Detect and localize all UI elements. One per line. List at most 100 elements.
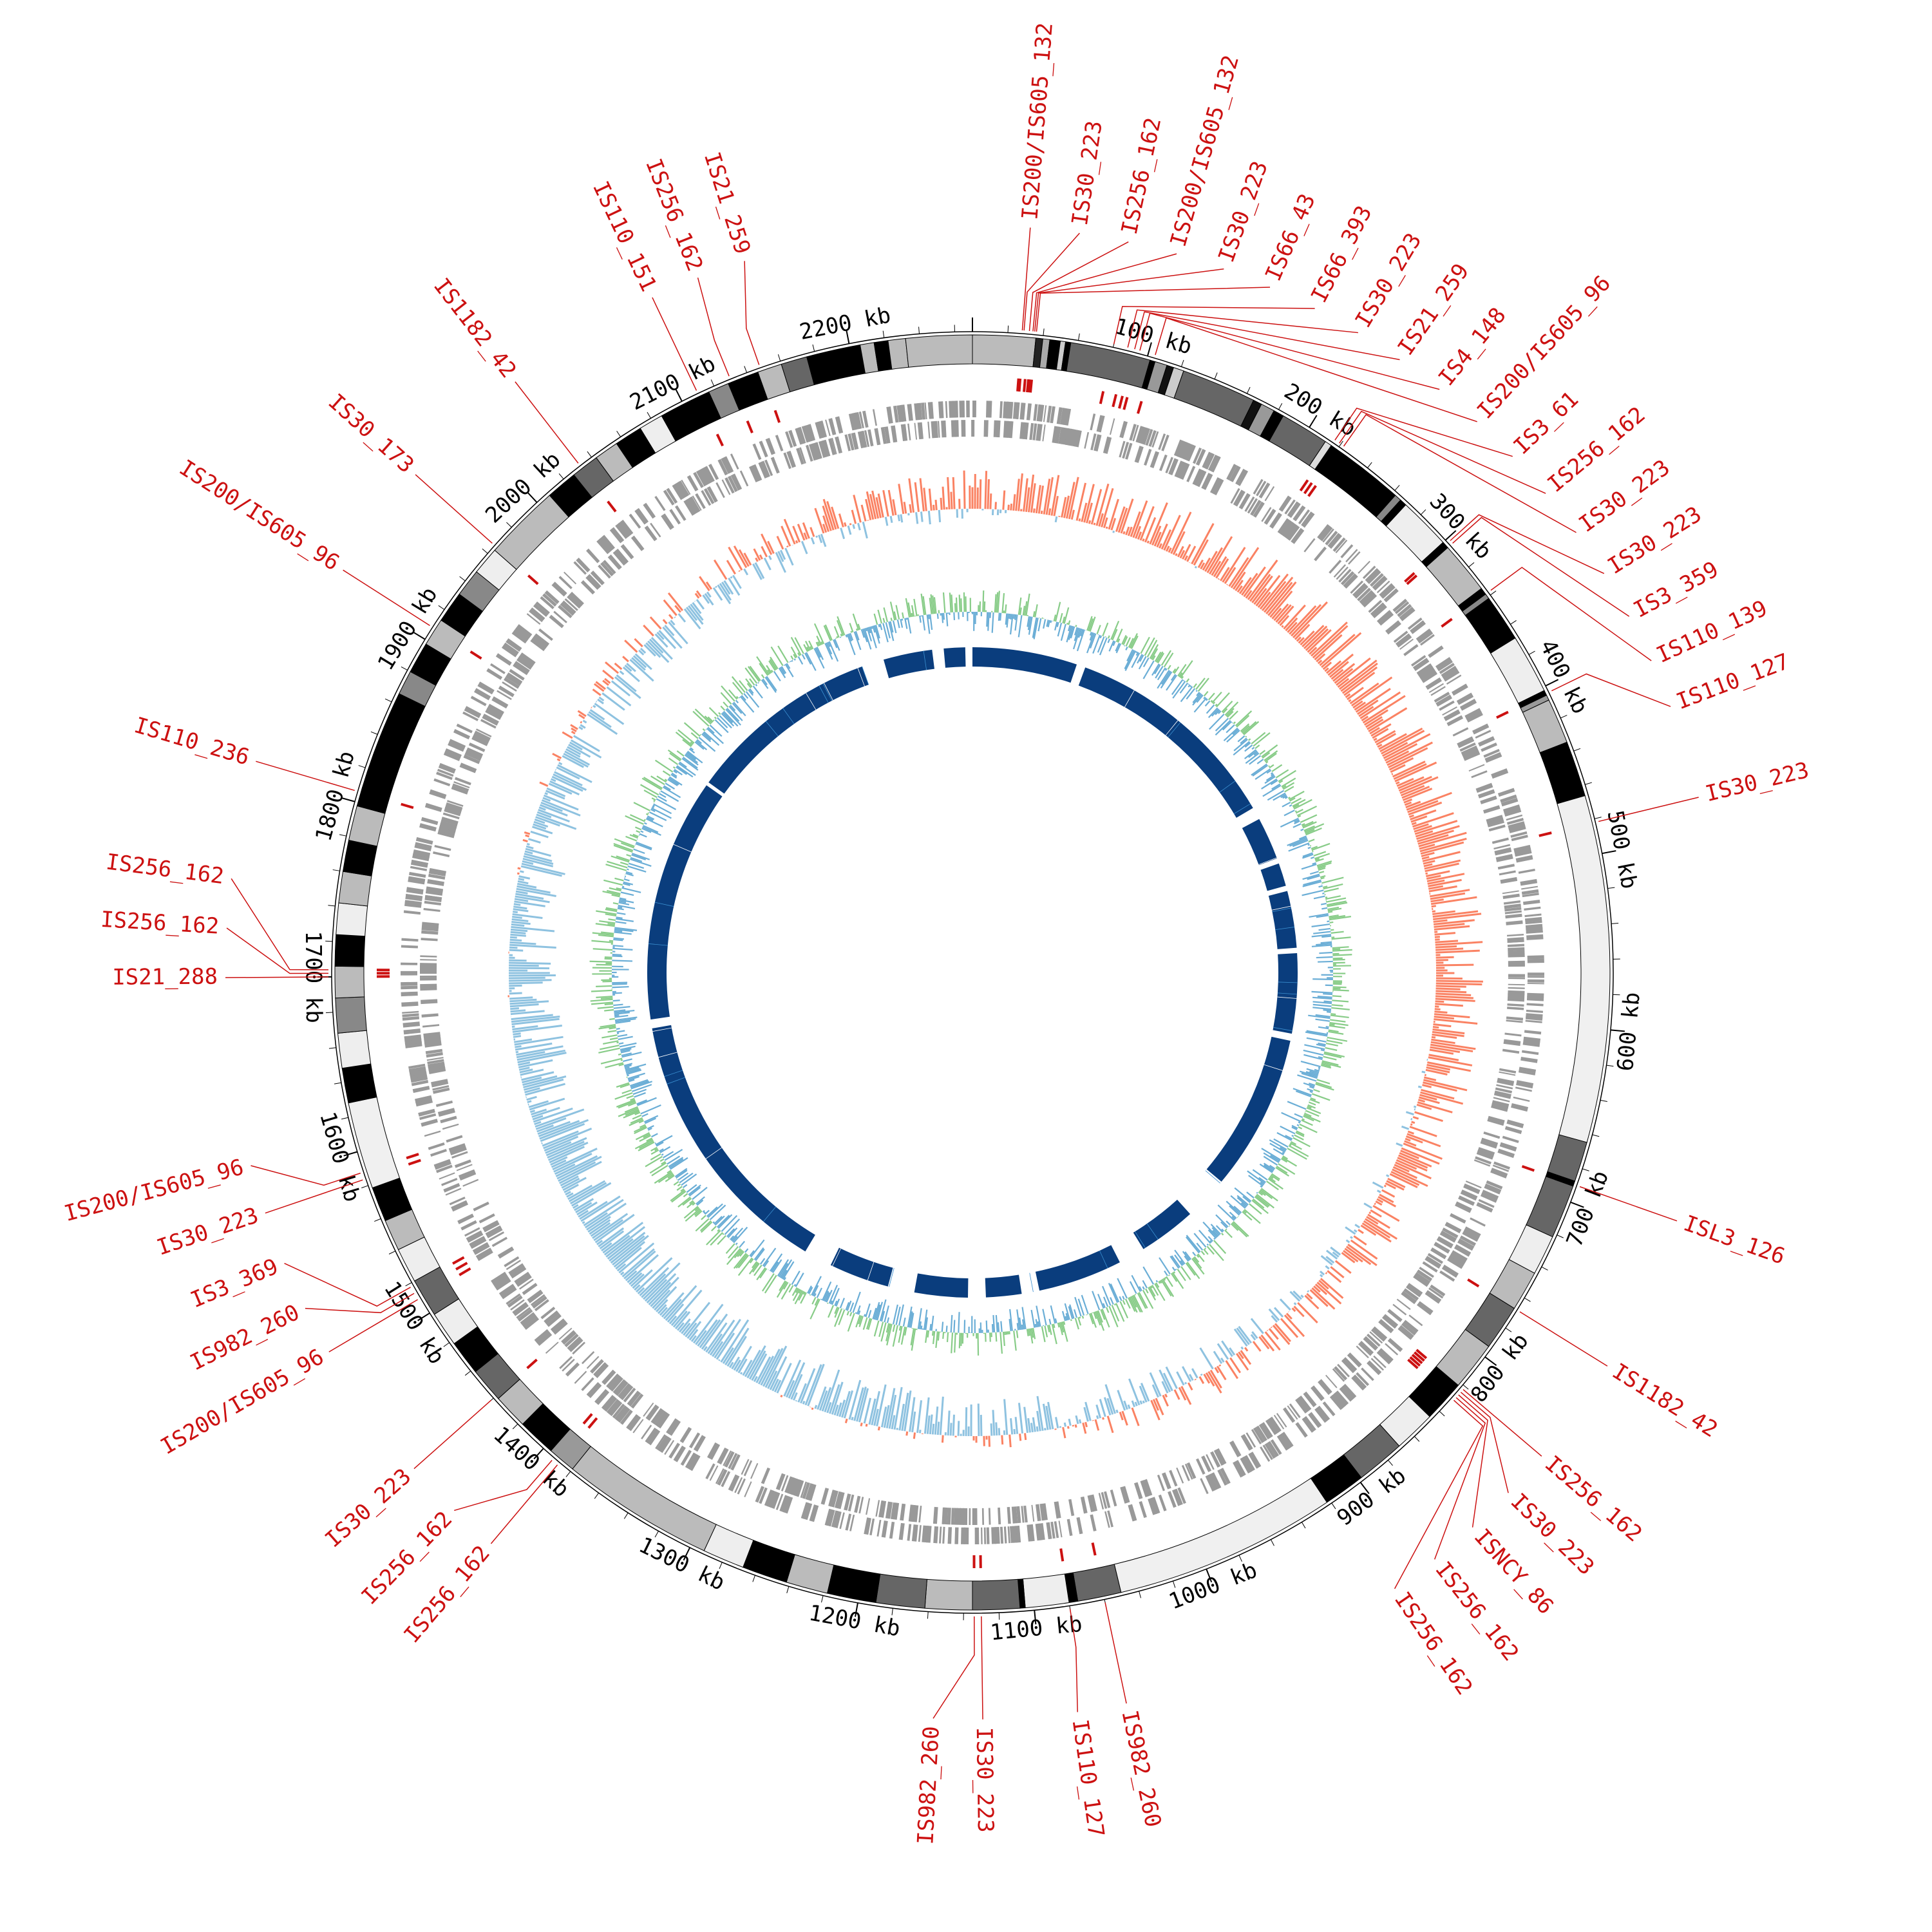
cds-minus bbox=[741, 1459, 750, 1475]
cds-minus bbox=[1382, 1314, 1399, 1328]
cds-minus bbox=[431, 1079, 448, 1084]
is-leader-line bbox=[284, 1263, 411, 1307]
cds-plus bbox=[472, 1242, 488, 1253]
axis-tick bbox=[594, 1492, 600, 1499]
cds-plus bbox=[1513, 844, 1531, 853]
cds-plus bbox=[1342, 1383, 1357, 1399]
cds-plus bbox=[534, 1329, 550, 1343]
cds-minus bbox=[1499, 1071, 1516, 1076]
cds-plus bbox=[606, 1399, 620, 1414]
cds-minus bbox=[1379, 612, 1394, 626]
cds-minus bbox=[1291, 527, 1305, 544]
cds-minus bbox=[515, 1274, 532, 1287]
cds-plus bbox=[637, 507, 649, 523]
cds-plus bbox=[477, 1249, 493, 1262]
cds-minus bbox=[1068, 428, 1075, 446]
cds-plus bbox=[1362, 565, 1376, 580]
cds-minus bbox=[1352, 583, 1368, 598]
is-leader-line bbox=[1339, 410, 1546, 494]
cds-minus bbox=[875, 1500, 880, 1517]
cds-minus bbox=[1412, 658, 1429, 670]
cds-minus bbox=[848, 1494, 855, 1511]
is-element-label: IS200/IS605_96 bbox=[156, 1344, 328, 1460]
cds-minus bbox=[1055, 426, 1061, 444]
cds-minus bbox=[527, 1289, 544, 1303]
cds-minus bbox=[890, 1502, 896, 1520]
cds-minus bbox=[1508, 963, 1525, 967]
cds-plus bbox=[876, 1519, 882, 1537]
cds-minus bbox=[1161, 1472, 1171, 1490]
cds-minus bbox=[1080, 1496, 1088, 1514]
cds-minus bbox=[1143, 1479, 1153, 1497]
cds-plus bbox=[1240, 1456, 1253, 1474]
cds-plus bbox=[594, 1388, 607, 1403]
cds-plus bbox=[414, 844, 432, 851]
cds-plus bbox=[1367, 571, 1381, 584]
cds-minus bbox=[1496, 1084, 1513, 1090]
cds-plus bbox=[441, 1177, 458, 1186]
inner-block-ring bbox=[647, 647, 1298, 1298]
is-element-mark bbox=[1029, 379, 1034, 393]
cds-minus bbox=[1508, 947, 1525, 952]
cds-minus bbox=[1169, 1470, 1178, 1487]
cds-plus bbox=[1463, 1229, 1480, 1242]
cds-plus bbox=[759, 1487, 768, 1504]
cds-minus bbox=[502, 681, 517, 692]
cds-minus bbox=[1475, 1156, 1492, 1165]
cds-minus bbox=[1508, 951, 1525, 955]
is-leader-line bbox=[1519, 1311, 1608, 1367]
cds-plus bbox=[1109, 418, 1115, 435]
cds-plus bbox=[521, 1313, 537, 1327]
is-element-label: IS30_173 bbox=[323, 389, 419, 478]
cds-plus bbox=[1195, 449, 1206, 466]
cds-plus bbox=[545, 1341, 559, 1354]
cds-plus bbox=[448, 741, 465, 752]
is-element-mark bbox=[459, 1267, 471, 1276]
cds-minus bbox=[452, 783, 469, 791]
cds-plus bbox=[1387, 1338, 1403, 1352]
cds-minus bbox=[1125, 442, 1133, 460]
cds-minus bbox=[761, 460, 770, 478]
cds-minus bbox=[1393, 630, 1408, 643]
cds-plus bbox=[1249, 1452, 1262, 1469]
contig-segment bbox=[875, 1573, 927, 1609]
is-element-mark bbox=[452, 1256, 465, 1265]
is-element-label: IS110_151 bbox=[587, 177, 661, 296]
cds-plus bbox=[1446, 674, 1462, 685]
cds-plus bbox=[1302, 1416, 1316, 1432]
cds-minus bbox=[1416, 1269, 1433, 1282]
cds-plus bbox=[620, 520, 634, 535]
cds-plus bbox=[705, 1463, 715, 1479]
cds-minus bbox=[1425, 677, 1442, 690]
cds-plus bbox=[933, 1526, 939, 1544]
axis-tick bbox=[565, 1471, 571, 1477]
axis-tick bbox=[1505, 1327, 1512, 1332]
cds-plus bbox=[1372, 575, 1388, 591]
cds-minus bbox=[1201, 1455, 1212, 1472]
cds-minus bbox=[1508, 954, 1525, 958]
cds-plus bbox=[1419, 634, 1435, 646]
inner-block-line bbox=[652, 1027, 672, 1032]
cds-plus bbox=[574, 1370, 587, 1384]
cds-minus bbox=[1395, 633, 1412, 647]
cds-minus bbox=[1269, 1416, 1282, 1433]
cds-minus bbox=[1370, 602, 1386, 616]
inner-block-line bbox=[1271, 905, 1291, 911]
cds-minus bbox=[590, 1359, 604, 1374]
cds-minus bbox=[1195, 1458, 1206, 1475]
cds-plus bbox=[1484, 1183, 1502, 1194]
cds-minus bbox=[643, 1402, 654, 1417]
inner-block-line bbox=[654, 902, 674, 907]
cds-minus bbox=[1403, 644, 1419, 656]
is-leader-line bbox=[515, 381, 579, 464]
is-leader-line bbox=[305, 1293, 415, 1314]
cds-plus bbox=[1376, 580, 1390, 594]
cds-minus bbox=[1303, 538, 1316, 553]
cds-minus bbox=[607, 1374, 621, 1390]
cds-minus bbox=[546, 1313, 562, 1327]
axis-tick bbox=[464, 1370, 471, 1376]
is-element-mark bbox=[1404, 572, 1416, 583]
cds-plus bbox=[626, 1414, 639, 1430]
cds-plus bbox=[1454, 1244, 1472, 1257]
cds-minus bbox=[721, 479, 731, 495]
